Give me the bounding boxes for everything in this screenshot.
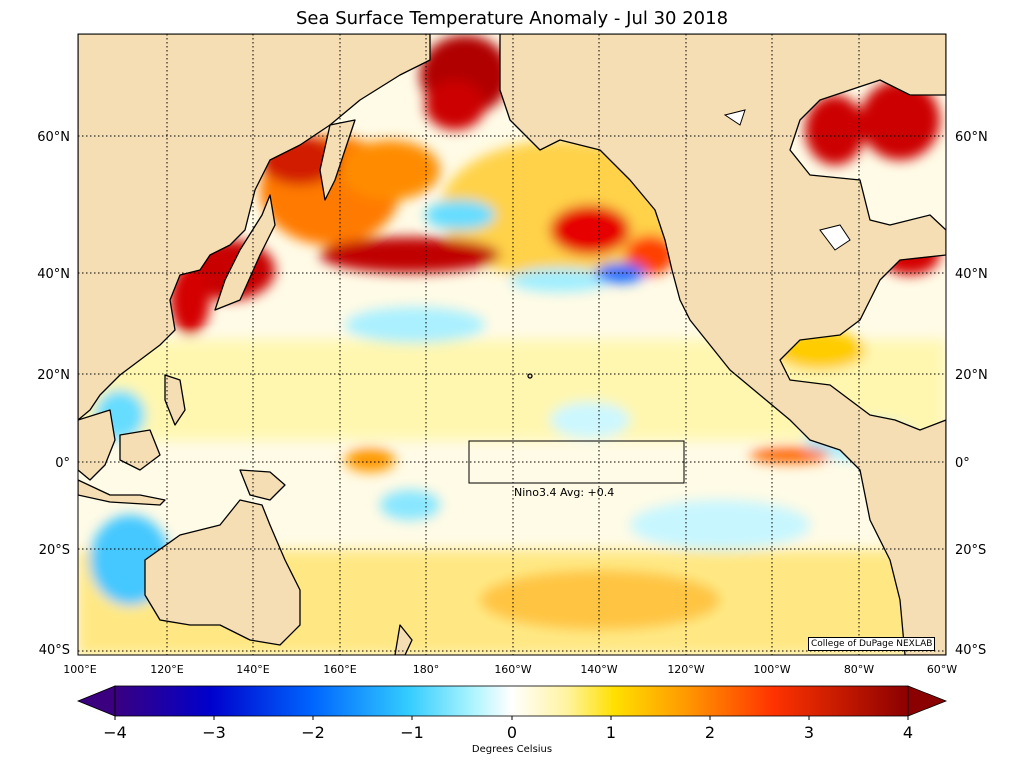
colorbar-tick: 4 [902, 723, 914, 742]
lat-label: 40°N [37, 267, 70, 282]
lon-label: 180° [413, 663, 440, 676]
colorbar-tick: 0 [506, 723, 518, 742]
colorbar-tick: 3 [803, 723, 815, 742]
colorbar [76, 685, 948, 720]
credit-label: College of DuPage NEXLAB [808, 637, 936, 651]
lon-label: 100°W [753, 663, 790, 676]
map-frame [77, 33, 947, 656]
nino34-average-label: Nino3.4 Avg: +0.4 [514, 486, 615, 499]
lat-labels-left: 60°N 40°N 20°N 0° 20°S 40°S [37, 130, 70, 658]
lat-label: 0° [955, 456, 970, 471]
lon-label: 60°W [927, 663, 957, 676]
colorbar-tick: 1 [605, 723, 617, 742]
colorbar-tick: −1 [400, 723, 424, 742]
lat-label: 20°N [955, 368, 988, 383]
lon-label: 100°E [63, 663, 96, 676]
lon-label: 80°W [844, 663, 874, 676]
lat-label: 20°N [37, 368, 70, 383]
colorbar-label: Degrees Celsius [471, 744, 553, 755]
lon-label: 160°W [494, 663, 531, 676]
colorbar-tick: −4 [103, 723, 127, 742]
ocean-layer [78, 34, 946, 655]
lat-labels-right: 60°N 40°N 20°N 0° 20°S 40°S [955, 130, 988, 658]
lat-label: 20°S [955, 543, 986, 558]
graticule [78, 34, 946, 655]
colorbar-tick: −2 [301, 723, 325, 742]
lon-label: 140°W [580, 663, 617, 676]
lat-label: 40°N [955, 267, 988, 282]
lon-label: 140°E [236, 663, 269, 676]
lat-label: 20°S [39, 543, 70, 558]
lat-label: 40°S [955, 643, 986, 658]
colorbar-tick: 2 [704, 723, 716, 742]
lon-label: 120°W [667, 663, 704, 676]
lon-label: 120°E [150, 663, 183, 676]
map-title: Sea Surface Temperature Anomaly - Jul 30… [295, 8, 729, 29]
lat-label: 40°S [39, 643, 70, 658]
lat-label: 0° [55, 456, 70, 471]
lon-label: 160°E [323, 663, 356, 676]
land-masses [78, 34, 946, 655]
colorbar-tick: −3 [202, 723, 226, 742]
lat-label: 60°N [37, 130, 70, 145]
lon-labels: 100°E 120°E 140°E 160°E 180° 160°W 140°W… [63, 663, 957, 676]
lat-label: 60°N [955, 130, 988, 145]
nino34-box [468, 440, 685, 484]
